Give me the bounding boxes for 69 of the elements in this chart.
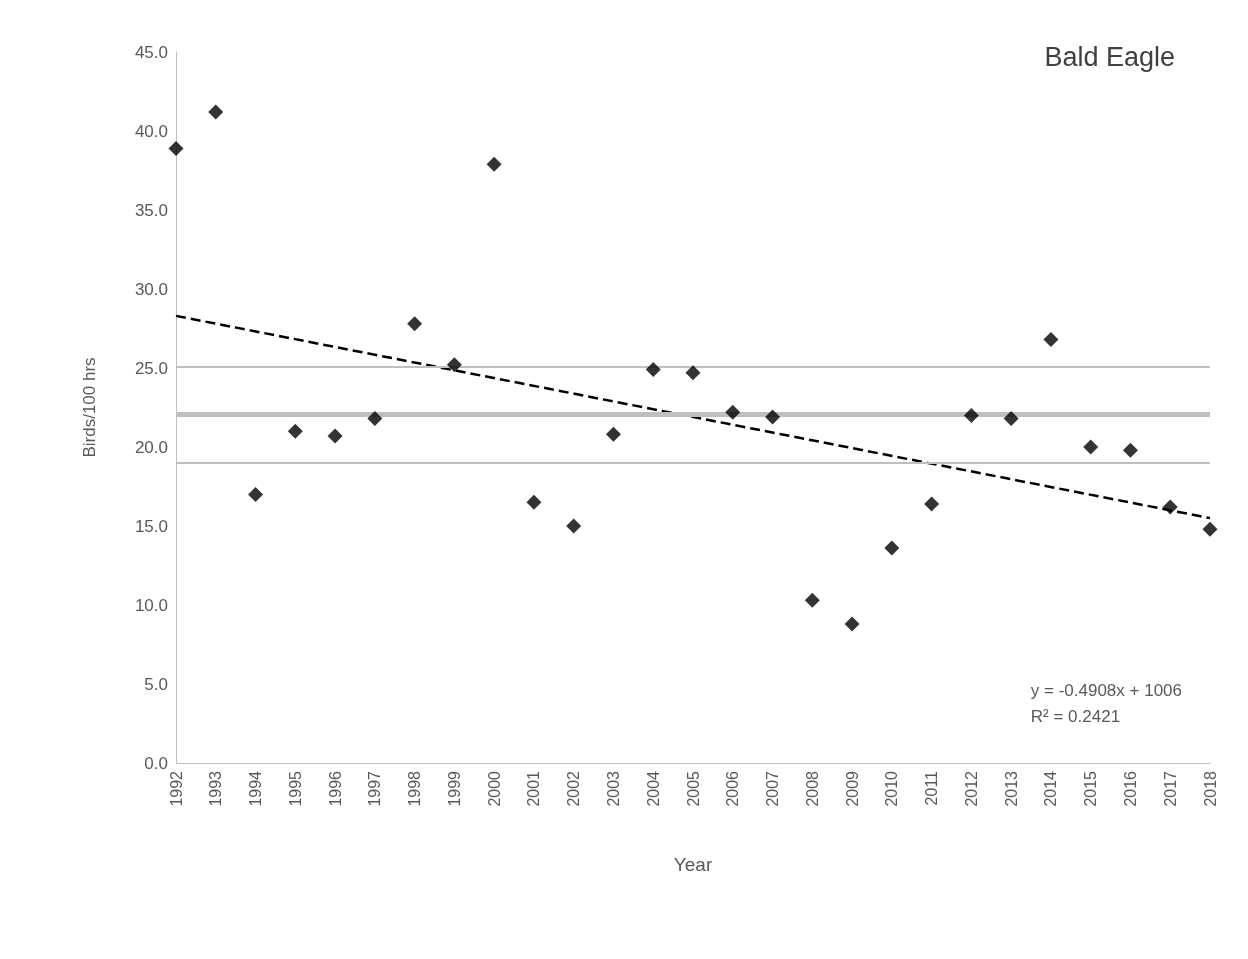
x-tick-label: 2003 [604, 770, 622, 807]
x-tick-label: 1999 [445, 770, 463, 807]
x-axis-title: Year [673, 854, 713, 875]
point [844, 616, 860, 632]
x-tick-label: 2015 [1082, 770, 1100, 807]
point [924, 496, 940, 512]
point [446, 357, 462, 373]
point [526, 494, 542, 510]
point [327, 428, 343, 444]
x-tick-label: 2005 [684, 770, 702, 807]
point [1202, 521, 1218, 537]
point [645, 362, 661, 378]
x-tick-label: 2017 [1161, 770, 1179, 807]
x-tick-label: 2013 [1002, 770, 1020, 807]
x-tick-label: 2011 [923, 770, 941, 806]
point [765, 409, 781, 425]
x-tick-label: 1997 [366, 770, 384, 807]
x-tick-label: 2000 [485, 770, 503, 807]
point [884, 540, 900, 556]
point [367, 411, 383, 427]
point [1003, 411, 1019, 427]
x-tick-label: 2001 [525, 770, 543, 807]
x-tick-label: 2012 [962, 770, 980, 807]
x-tick-label: 1994 [247, 770, 265, 807]
x-tick-label: 2009 [843, 770, 861, 807]
point [248, 486, 264, 502]
x-tick-label: 2007 [764, 770, 782, 807]
point [566, 518, 582, 534]
point [1043, 332, 1059, 348]
x-tick-label: 2006 [724, 770, 742, 807]
point [804, 592, 820, 608]
x-tick-label: 1993 [207, 770, 225, 807]
point [1162, 499, 1178, 515]
x-tick-label: 1992 [167, 770, 185, 807]
x-tick-label: 2008 [803, 770, 821, 807]
y-tick-label: 15.0 [134, 516, 168, 536]
point [605, 426, 621, 442]
x-tick-label: 2016 [1121, 770, 1139, 807]
y-axis-title: Birds/100 hrs [80, 357, 99, 458]
x-tick-label: 1996 [326, 770, 344, 807]
point [725, 404, 741, 420]
y-tick-label: 45.0 [134, 42, 168, 62]
x-tick-label: 1998 [406, 770, 424, 807]
point [208, 104, 224, 120]
x-tick-label: 2018 [1201, 770, 1219, 807]
point [963, 407, 979, 423]
y-tick-label: 20.0 [134, 437, 168, 457]
x-tick-label: 2004 [644, 770, 662, 807]
y-tick-label: 0.0 [144, 753, 168, 773]
point [1122, 442, 1138, 458]
chart-title: Bald Eagle [1044, 41, 1176, 72]
point [287, 423, 303, 439]
x-tick-label: 2002 [565, 770, 583, 807]
point [685, 365, 701, 381]
point [168, 140, 184, 156]
annotation: R² = 0.2421 [1030, 706, 1121, 726]
annotation: y = -0.4908x + 1006 [1030, 680, 1183, 700]
point [486, 156, 502, 172]
x-tick-label: 1995 [286, 770, 304, 807]
x-tick-label: 2014 [1042, 770, 1060, 807]
point [407, 316, 423, 332]
y-tick-label: 40.0 [134, 121, 168, 141]
point [1083, 439, 1099, 455]
y-tick-label: 10.0 [134, 595, 168, 615]
y-tick-label: 30.0 [134, 279, 168, 299]
x-tick-label: 2010 [883, 770, 901, 807]
y-tick-label: 35.0 [134, 200, 168, 220]
y-tick-label: 5.0 [144, 674, 168, 694]
y-tick-label: 25.0 [134, 358, 168, 378]
